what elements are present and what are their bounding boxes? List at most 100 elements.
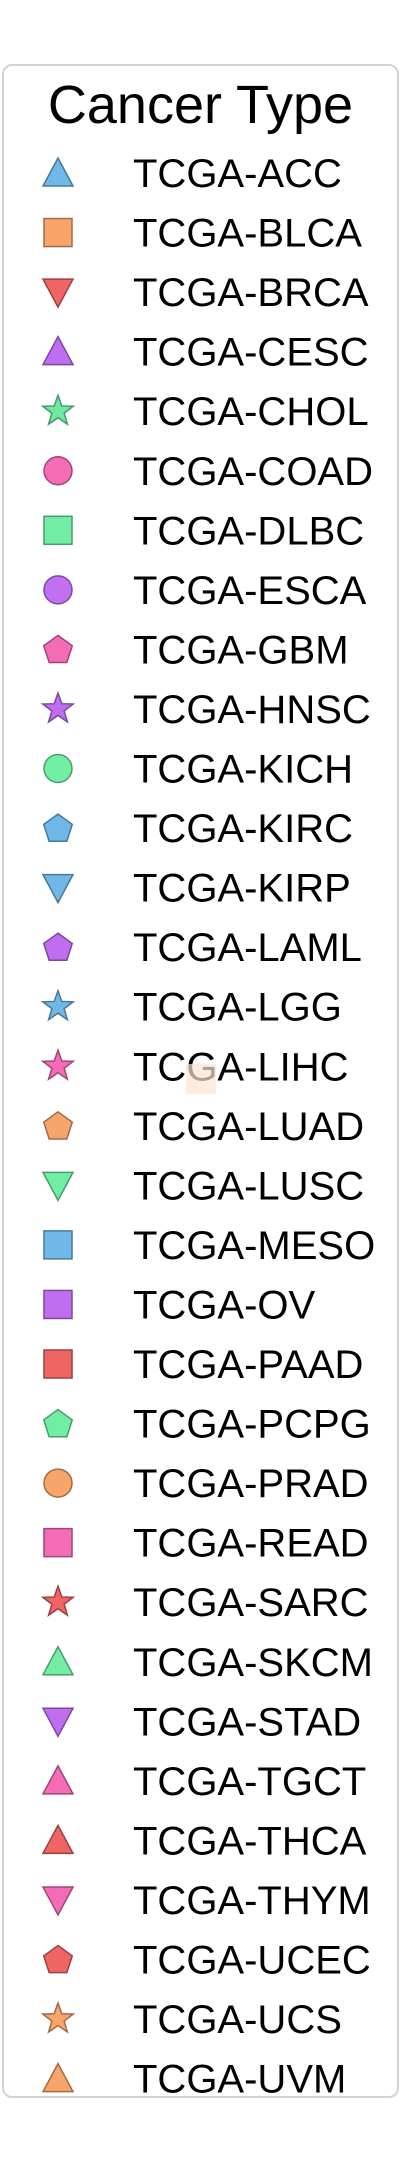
legend-label: TCGA-LAML	[133, 926, 362, 970]
legend-marker-triangle-up	[41, 1823, 75, 1855]
legend-marker-square	[43, 515, 73, 546]
legend-entry: TCGA-READ	[43, 1522, 369, 1566]
legend-label: TCGA-THYM	[133, 1879, 371, 1923]
legend-label: TCGA-DLBC	[133, 509, 364, 553]
legend-label: TCGA-OV	[133, 1283, 316, 1327]
legend-label: TCGA-UVM	[133, 2058, 346, 2102]
legend-label: TCGA-KIRP	[133, 867, 351, 911]
legend-label: TCGA-READ	[133, 1522, 369, 1566]
legend-marker-pentagon	[42, 634, 74, 664]
legend-marker-star	[40, 2000, 76, 2034]
legend-marker-triangle-down	[41, 873, 75, 905]
legend-label: TCGA-HNSC	[133, 688, 371, 732]
legend-entry: TCGA-PAAD	[43, 1343, 363, 1387]
legend-entry: TCGA-UCEC	[42, 1939, 371, 1983]
legend-entry: TCGA-KICH	[43, 748, 353, 792]
legend-marker-star	[40, 1048, 76, 1082]
legend-entry: TCGA-CESC	[41, 331, 369, 375]
legend-entry: TCGA-THYM	[41, 1879, 371, 1923]
legend-entry: TCGA-CHOL	[40, 390, 369, 434]
legend-entry: TCGA-PRAD	[43, 1462, 369, 1506]
legend-marker-circle	[43, 575, 73, 605]
legend-label: TCGA-BLCA	[133, 212, 362, 256]
legend-label: TCGA-SARC	[133, 1581, 369, 1625]
legend-marker-triangle-down	[41, 1171, 75, 1202]
legend-label: TCGA-MESO	[133, 1224, 375, 1268]
legend-entry: TCGA-BLCA	[43, 212, 362, 256]
legend-label: TCGA-SKCM	[133, 1641, 373, 1685]
legend-marker-triangle-up	[41, 335, 75, 366]
legend-marker-star	[40, 988, 76, 1022]
legend-marker-circle	[43, 753, 73, 784]
legend-label: TCGA-CESC	[133, 331, 369, 375]
legend-marker-pentagon	[42, 1110, 74, 1140]
legend-entry: TCGA-ACC	[41, 152, 342, 196]
legend-marker-triangle-up	[41, 2062, 75, 2093]
legend-marker-triangle-down	[41, 1886, 75, 1917]
legend-label: TCGA-LUSC	[133, 1164, 364, 1208]
legend-label: TCGA-ACC	[133, 152, 342, 196]
legend-entry: TCGA-LUAD	[42, 1105, 364, 1149]
legend-marker-square	[43, 1289, 73, 1320]
legend-entry: TCGA-ESCA	[43, 569, 367, 613]
legend-entry: TCGA-LIHC	[40, 1045, 349, 1089]
legend-marker-star	[40, 1583, 76, 1617]
legend-entry: TCGA-PCPG	[42, 1403, 371, 1447]
faint-artifact	[186, 1064, 216, 1094]
legend-entry: TCGA-UCS	[40, 1998, 342, 2042]
legend-entry: TCGA-SKCM	[41, 1641, 373, 1685]
legend-marker-triangle-up	[41, 1764, 75, 1795]
legend-entry: TCGA-DLBC	[43, 509, 364, 553]
legend-title: Cancer Type	[47, 75, 354, 135]
legend-entry: TCGA-STAD	[41, 1700, 361, 1744]
legend-label: TCGA-STAD	[133, 1700, 361, 1744]
legend-label: TCGA-TGCT	[133, 1760, 366, 1804]
legend-label: TCGA-PCPG	[133, 1403, 371, 1447]
legend-marker-square	[43, 1349, 73, 1379]
legend-label: TCGA-LIHC	[133, 1045, 349, 1089]
legend-marker-triangle-up	[41, 156, 75, 187]
legend-label: TCGA-COAD	[133, 450, 373, 494]
legend-marker-pentagon	[42, 932, 74, 962]
legend-entry: TCGA-LUSC	[41, 1164, 364, 1208]
legend-entry: TCGA-BRCA	[41, 271, 369, 315]
legend-entry: TCGA-LAML	[42, 926, 362, 970]
legend-entry: TCGA-MESO	[43, 1224, 375, 1268]
legend-label: TCGA-UCEC	[133, 1939, 371, 1983]
legend-entry: TCGA-HNSC	[40, 688, 371, 732]
legend-label: TCGA-GBM	[133, 628, 349, 672]
legend-entry: TCGA-COAD	[43, 450, 373, 494]
legend-label: TCGA-BRCA	[133, 271, 369, 315]
legend-label: TCGA-PRAD	[133, 1462, 369, 1506]
legend-entry: TCGA-TGCT	[41, 1760, 366, 1804]
legend-marker-pentagon	[42, 1408, 74, 1438]
legend-marker-pentagon	[42, 813, 74, 842]
legend-marker-circle	[43, 1468, 73, 1498]
legend-label: TCGA-THCA	[133, 1819, 367, 1863]
legend-entry: TCGA-UVM	[41, 2058, 346, 2102]
legend-entry: TCGA-KIRC	[42, 807, 353, 851]
legend-label: TCGA-PAAD	[133, 1343, 363, 1387]
legend-label: TCGA-LGG	[133, 986, 342, 1030]
legend-marker-square	[43, 1230, 73, 1260]
legend-label: TCGA-KICH	[133, 748, 353, 792]
legend-entry: TCGA-THCA	[41, 1819, 367, 1863]
legend-marker-triangle-down	[41, 1707, 75, 1738]
legend-entry: TCGA-OV	[43, 1283, 316, 1327]
legend-label: TCGA-UCS	[133, 1998, 342, 2042]
legend-label: TCGA-CHOL	[133, 390, 369, 434]
legend-marker-square	[43, 217, 73, 248]
legend-marker-star	[40, 690, 76, 724]
legend-marker-square	[43, 1527, 73, 1558]
legend-entry: TCGA-SARC	[40, 1581, 369, 1625]
legend-label: TCGA-ESCA	[133, 569, 367, 613]
legend-marker-pentagon	[42, 1944, 74, 1974]
legend-entry: TCGA-KIRP	[41, 867, 351, 911]
legend-entry: TCGA-GBM	[42, 628, 349, 672]
legend-label: TCGA-KIRC	[133, 807, 353, 851]
legend-marker-triangle-down	[41, 278, 75, 309]
legend-marker-triangle-up	[41, 1645, 75, 1676]
legend-marker-star	[40, 392, 76, 426]
legend-entry: TCGA-LGG	[40, 986, 342, 1030]
